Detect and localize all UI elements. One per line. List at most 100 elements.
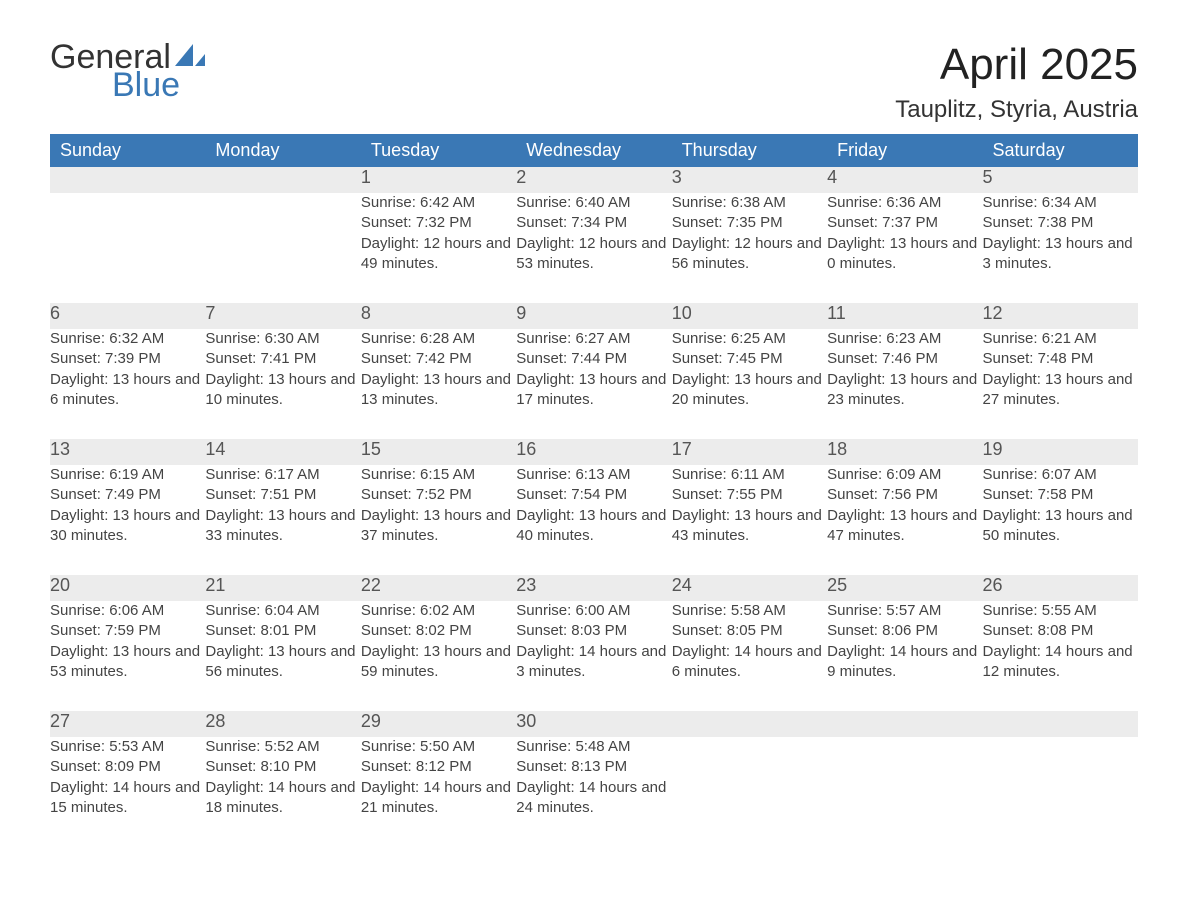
daylight-line: Daylight: 14 hours and 3 minutes. [516, 642, 671, 683]
day-detail-cell: Sunrise: 5:55 AMSunset: 8:08 PMDaylight:… [983, 601, 1138, 711]
sunset-line: Sunset: 7:48 PM [983, 349, 1138, 369]
day-detail-cell: Sunrise: 5:52 AMSunset: 8:10 PMDaylight:… [205, 737, 360, 847]
day-number-cell [672, 711, 827, 737]
day-detail-cell: Sunrise: 6:21 AMSunset: 7:48 PMDaylight:… [983, 329, 1138, 439]
sunrise-line: Sunrise: 6:36 AM [827, 193, 982, 213]
daylight-line: Daylight: 14 hours and 18 minutes. [205, 778, 360, 819]
day-number-cell: 24 [672, 575, 827, 601]
sunset-line: Sunset: 8:02 PM [361, 621, 516, 641]
day-detail-cell: Sunrise: 6:40 AMSunset: 7:34 PMDaylight:… [516, 193, 671, 303]
sunset-line: Sunset: 7:34 PM [516, 213, 671, 233]
sunset-line: Sunset: 7:55 PM [672, 485, 827, 505]
sunrise-line: Sunrise: 5:50 AM [361, 737, 516, 757]
sunrise-line: Sunrise: 6:13 AM [516, 465, 671, 485]
day-number-cell: 11 [827, 303, 982, 329]
day-number-row: 20212223242526 [50, 575, 1138, 601]
day-number-cell: 2 [516, 167, 671, 193]
day-number-cell: 14 [205, 439, 360, 465]
day-number-cell: 26 [983, 575, 1138, 601]
daylight-line: Daylight: 13 hours and 53 minutes. [50, 642, 205, 683]
sunset-line: Sunset: 8:09 PM [50, 757, 205, 777]
sunrise-line: Sunrise: 6:32 AM [50, 329, 205, 349]
sunrise-line: Sunrise: 6:15 AM [361, 465, 516, 485]
daylight-line: Daylight: 14 hours and 15 minutes. [50, 778, 205, 819]
sunset-line: Sunset: 7:52 PM [361, 485, 516, 505]
sunrise-line: Sunrise: 6:09 AM [827, 465, 982, 485]
day-detail-cell: Sunrise: 6:06 AMSunset: 7:59 PMDaylight:… [50, 601, 205, 711]
day-detail-cell: Sunrise: 5:57 AMSunset: 8:06 PMDaylight:… [827, 601, 982, 711]
daylight-line: Daylight: 13 hours and 30 minutes. [50, 506, 205, 547]
day-detail-row: Sunrise: 6:19 AMSunset: 7:49 PMDaylight:… [50, 465, 1138, 575]
sunrise-line: Sunrise: 6:19 AM [50, 465, 205, 485]
day-detail-cell: Sunrise: 6:07 AMSunset: 7:58 PMDaylight:… [983, 465, 1138, 575]
day-number-cell: 16 [516, 439, 671, 465]
sunrise-line: Sunrise: 6:34 AM [983, 193, 1138, 213]
daylight-line: Daylight: 14 hours and 9 minutes. [827, 642, 982, 683]
day-detail-cell: Sunrise: 5:53 AMSunset: 8:09 PMDaylight:… [50, 737, 205, 847]
day-number-cell: 10 [672, 303, 827, 329]
daylight-line: Daylight: 13 hours and 43 minutes. [672, 506, 827, 547]
day-number-cell: 17 [672, 439, 827, 465]
daylight-line: Daylight: 13 hours and 0 minutes. [827, 234, 982, 275]
day-number-row: 13141516171819 [50, 439, 1138, 465]
daylight-line: Daylight: 13 hours and 33 minutes. [205, 506, 360, 547]
day-number-row: 12345 [50, 167, 1138, 193]
daylight-line: Daylight: 12 hours and 53 minutes. [516, 234, 671, 275]
sunset-line: Sunset: 7:32 PM [361, 213, 516, 233]
day-detail-cell: Sunrise: 6:32 AMSunset: 7:39 PMDaylight:… [50, 329, 205, 439]
sunset-line: Sunset: 8:12 PM [361, 757, 516, 777]
day-detail-cell: Sunrise: 6:30 AMSunset: 7:41 PMDaylight:… [205, 329, 360, 439]
day-detail-cell [983, 737, 1138, 847]
day-detail-cell: Sunrise: 6:23 AMSunset: 7:46 PMDaylight:… [827, 329, 982, 439]
day-number-cell: 15 [361, 439, 516, 465]
sunrise-line: Sunrise: 6:21 AM [983, 329, 1138, 349]
sunset-line: Sunset: 7:39 PM [50, 349, 205, 369]
sunset-line: Sunset: 8:10 PM [205, 757, 360, 777]
sunrise-line: Sunrise: 6:11 AM [672, 465, 827, 485]
calendar-page: General Blue April 2025 Tauplitz, Styria… [0, 0, 1188, 897]
sunset-line: Sunset: 7:41 PM [205, 349, 360, 369]
daylight-line: Daylight: 13 hours and 13 minutes. [361, 370, 516, 411]
day-detail-cell: Sunrise: 6:02 AMSunset: 8:02 PMDaylight:… [361, 601, 516, 711]
day-detail-cell: Sunrise: 6:42 AMSunset: 7:32 PMDaylight:… [361, 193, 516, 303]
day-detail-cell: Sunrise: 6:25 AMSunset: 7:45 PMDaylight:… [672, 329, 827, 439]
sunset-line: Sunset: 8:06 PM [827, 621, 982, 641]
day-detail-cell: Sunrise: 6:00 AMSunset: 8:03 PMDaylight:… [516, 601, 671, 711]
location-text: Tauplitz, Styria, Austria [895, 96, 1138, 124]
sunset-line: Sunset: 8:03 PM [516, 621, 671, 641]
daylight-line: Daylight: 13 hours and 37 minutes. [361, 506, 516, 547]
day-number-cell: 23 [516, 575, 671, 601]
sunrise-line: Sunrise: 5:52 AM [205, 737, 360, 757]
sunrise-line: Sunrise: 6:00 AM [516, 601, 671, 621]
day-detail-cell: Sunrise: 5:50 AMSunset: 8:12 PMDaylight:… [361, 737, 516, 847]
daylight-line: Daylight: 13 hours and 50 minutes. [983, 506, 1138, 547]
sunrise-line: Sunrise: 6:38 AM [672, 193, 827, 213]
sunset-line: Sunset: 8:05 PM [672, 621, 827, 641]
sunset-line: Sunset: 8:13 PM [516, 757, 671, 777]
calendar-table: Sunday Monday Tuesday Wednesday Thursday… [50, 134, 1138, 847]
day-number-cell: 13 [50, 439, 205, 465]
day-number-cell: 12 [983, 303, 1138, 329]
sunrise-line: Sunrise: 6:02 AM [361, 601, 516, 621]
daylight-line: Daylight: 13 hours and 17 minutes. [516, 370, 671, 411]
daylight-line: Daylight: 14 hours and 6 minutes. [672, 642, 827, 683]
sunset-line: Sunset: 7:51 PM [205, 485, 360, 505]
day-detail-cell: Sunrise: 6:09 AMSunset: 7:56 PMDaylight:… [827, 465, 982, 575]
day-detail-cell [672, 737, 827, 847]
day-detail-cell: Sunrise: 5:48 AMSunset: 8:13 PMDaylight:… [516, 737, 671, 847]
day-number-cell: 19 [983, 439, 1138, 465]
day-number-cell: 7 [205, 303, 360, 329]
weekday-header: Friday [827, 134, 982, 167]
logo: General Blue [50, 40, 205, 102]
daylight-line: Daylight: 13 hours and 20 minutes. [672, 370, 827, 411]
day-number-cell: 27 [50, 711, 205, 737]
day-number-cell: 5 [983, 167, 1138, 193]
weekday-header: Tuesday [361, 134, 516, 167]
day-detail-row: Sunrise: 6:42 AMSunset: 7:32 PMDaylight:… [50, 193, 1138, 303]
day-detail-cell: Sunrise: 6:11 AMSunset: 7:55 PMDaylight:… [672, 465, 827, 575]
sunrise-line: Sunrise: 6:06 AM [50, 601, 205, 621]
daylight-line: Daylight: 12 hours and 56 minutes. [672, 234, 827, 275]
calendar-body: 12345Sunrise: 6:42 AMSunset: 7:32 PMDayl… [50, 167, 1138, 847]
sunrise-line: Sunrise: 5:53 AM [50, 737, 205, 757]
daylight-line: Daylight: 13 hours and 23 minutes. [827, 370, 982, 411]
